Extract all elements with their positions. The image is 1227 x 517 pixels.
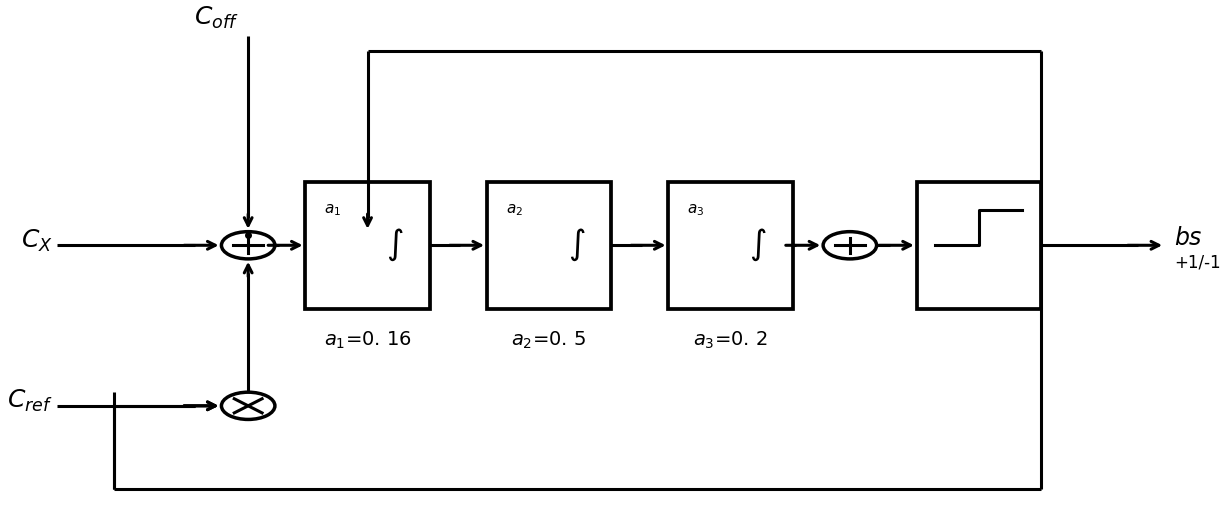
Bar	[487, 182, 611, 309]
Text: $\boldsymbol{C_{ref}}$: $\boldsymbol{C_{ref}}$	[6, 388, 53, 414]
Bar	[306, 182, 429, 309]
Text: $\boldsymbol{C_{off}}$: $\boldsymbol{C_{off}}$	[194, 5, 238, 31]
Text: $a_3$: $a_3$	[687, 202, 704, 218]
Text: $a_1$: $a_1$	[324, 202, 341, 218]
Text: $a_3$=0. 2: $a_3$=0. 2	[693, 329, 768, 351]
Bar	[669, 182, 793, 309]
Text: $\int$: $\int$	[568, 227, 585, 264]
Text: $\int$: $\int$	[387, 227, 404, 264]
Text: $a_2$=0. 5: $a_2$=0. 5	[512, 329, 587, 351]
Text: bs: bs	[1174, 226, 1201, 250]
Bar	[917, 182, 1040, 309]
Text: $\boldsymbol{C_X}$: $\boldsymbol{C_X}$	[21, 227, 53, 253]
Text: $a_1$=0. 16: $a_1$=0. 16	[324, 329, 411, 351]
Text: +1/-1: +1/-1	[1174, 253, 1221, 271]
Text: $\int$: $\int$	[748, 227, 767, 264]
Text: $a_2$: $a_2$	[506, 202, 523, 218]
